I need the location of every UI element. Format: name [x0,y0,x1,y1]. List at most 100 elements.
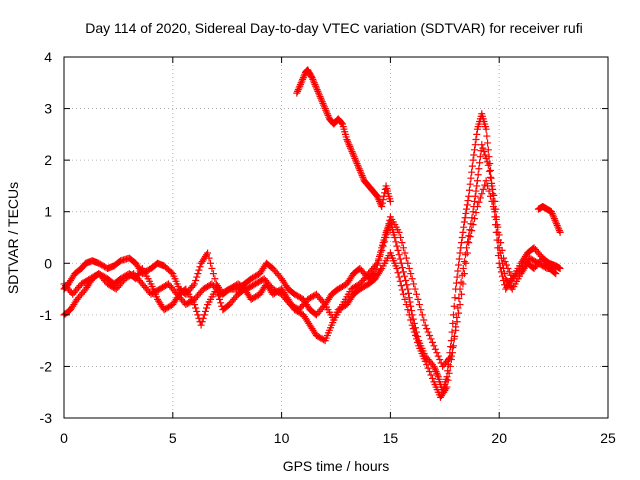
y-tick-label: -3 [40,410,53,426]
data-point [381,238,389,246]
data-point [372,261,380,269]
data-point [492,215,500,223]
data-point [448,328,456,336]
x-tick-label: 5 [169,430,177,446]
data-point [405,311,413,319]
x-tick-label: 25 [600,430,616,446]
data-point [496,264,504,272]
data-point [196,263,204,271]
data-points [60,66,564,401]
data-point [453,273,461,281]
data-point [434,371,442,379]
data-point [486,173,494,181]
data-point [488,197,496,205]
data-point [484,161,492,169]
data-point [357,168,365,176]
data-point [459,280,467,288]
data-point [347,146,355,154]
data-point [312,82,320,90]
data-point [460,218,468,226]
y-tick-label: 1 [44,204,52,220]
data-point [344,139,352,147]
data-point [449,344,457,352]
data-point [300,72,308,80]
data-point [478,190,486,198]
data-point [409,325,417,333]
data-point [473,130,481,138]
data-point [407,316,415,324]
y-axis-label: SDTVAR / TECUs [5,182,21,294]
data-point [464,197,472,205]
data-point [297,79,305,87]
data-point [426,331,434,339]
data-point [410,280,418,288]
data-point [198,318,206,326]
data-point [465,192,473,200]
data-point [200,311,208,319]
data-point [207,259,215,267]
y-tick-label: 0 [44,255,52,271]
x-axis-label: GPS time / hours [283,458,390,474]
data-point [443,383,451,391]
data-point [379,196,387,204]
data-point [463,244,471,252]
data-point [472,136,480,144]
data-point [456,285,464,293]
data-point [393,264,401,272]
y-tick-label: -1 [40,307,53,323]
data-point [357,170,365,178]
data-point [350,153,358,161]
data-point [407,270,415,278]
data-point [494,223,502,231]
data-point [413,290,421,298]
data-point [167,268,175,276]
data-point [407,307,415,315]
data-point [406,298,414,306]
data-point [216,295,224,303]
data-point [465,186,473,194]
data-point [455,309,463,317]
data-point [394,269,402,277]
data-point [359,173,367,181]
data-point [474,171,482,179]
data-point [452,326,460,334]
data-point [447,352,455,360]
data-point [349,149,357,157]
data-point [296,81,304,89]
data-point [384,223,392,231]
data-point [193,273,201,281]
data-point [191,280,199,288]
data-point [377,266,385,274]
data-point [394,246,402,254]
data-point [299,75,307,83]
data-point [484,139,492,147]
data-point [346,142,354,150]
axes: 0 5 10 15 20 25 -3 -2 -1 0 1 2 3 4 [40,49,616,446]
data-point [556,228,564,236]
data-point [424,328,432,336]
data-point [396,277,404,285]
data-point [385,220,393,228]
data-point [428,374,436,382]
data-point [399,290,407,298]
data-point [451,294,459,302]
data-point [377,201,385,209]
data-point [555,225,563,233]
data-point [293,89,301,97]
data-point [414,295,422,303]
data-point [489,203,497,211]
data-point [486,166,494,174]
data-point [413,335,421,343]
data-point [295,84,303,92]
data-point [497,239,505,247]
data-point [463,205,471,213]
data-point [446,354,454,362]
data-point [382,234,390,241]
data-point [456,301,464,309]
data-point [355,165,363,173]
data-point [476,153,484,161]
data-point [376,251,384,259]
data-point [403,281,411,289]
data-point [470,151,478,159]
